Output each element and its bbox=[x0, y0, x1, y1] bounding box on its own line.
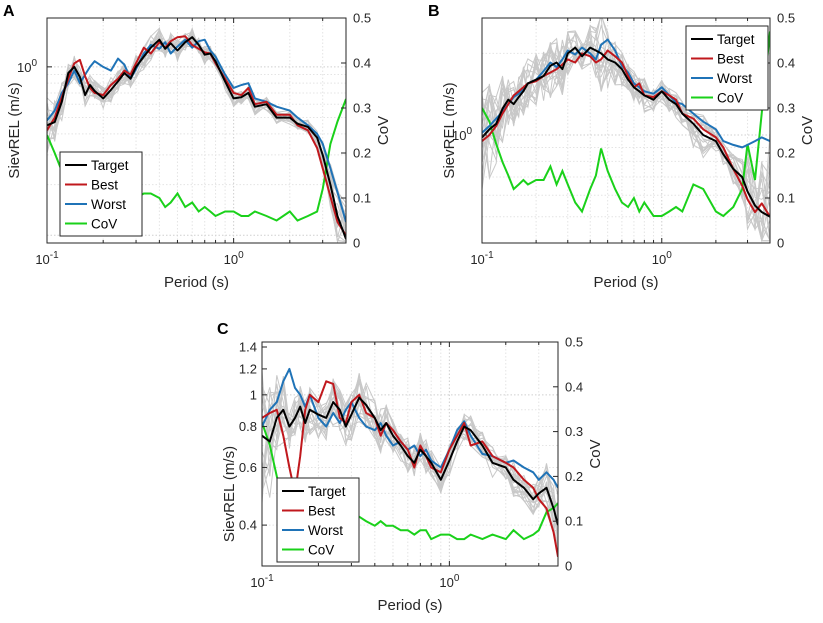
series-best-line bbox=[482, 49, 770, 218]
panel-letter: A bbox=[3, 3, 15, 20]
series-target-line bbox=[482, 46, 770, 218]
legend-label-worst: Worst bbox=[91, 197, 126, 212]
y2-axis-label: CoV bbox=[587, 439, 604, 468]
legend: Target Best Worst CoV bbox=[276, 477, 360, 563]
y2-tick-label: 0.5 bbox=[777, 11, 795, 26]
legend-label-best: Best bbox=[717, 52, 744, 67]
y2-tick-label: 0.3 bbox=[565, 424, 583, 439]
ensemble-curve bbox=[47, 31, 346, 225]
legend-label-best: Best bbox=[308, 504, 335, 519]
legend-label-worst: Worst bbox=[717, 71, 752, 86]
y2-tick-label: 0.4 bbox=[777, 56, 795, 71]
legend-label-cov: CoV bbox=[308, 543, 334, 558]
panel-letter: B bbox=[428, 3, 440, 20]
y2-tick-label: 0.2 bbox=[777, 146, 795, 161]
legend-label-target: Target bbox=[308, 484, 346, 499]
ensemble-curve bbox=[482, 31, 770, 230]
y2-tick-label: 0.2 bbox=[353, 146, 371, 161]
panel-C: C 10-1 100 0.4 0.6 0.8 1 1.2 1.4 0 0.1 0.2 0.3 0.4 0.5… bbox=[217, 321, 604, 614]
x-tick-label: 100 bbox=[439, 573, 459, 590]
x-axis-label: Period (s) bbox=[164, 274, 229, 291]
legend-label-best: Best bbox=[91, 178, 118, 193]
y-tick-label: 1.4 bbox=[239, 339, 257, 354]
y2-tick-label: 0.5 bbox=[353, 11, 371, 26]
panel-A: A 10-1 100 100 0 0.1 0.2 0.3 0.4 0.5 Period (s) Sie… bbox=[3, 3, 392, 291]
y-tick-label: 0.4 bbox=[239, 518, 257, 533]
y2-tick-label: 0.1 bbox=[353, 191, 371, 206]
x-tick-label: 100 bbox=[224, 250, 244, 267]
series-target-line bbox=[47, 36, 346, 240]
plot-area bbox=[482, 18, 770, 243]
y2-tick-label: 0.3 bbox=[353, 101, 371, 116]
y-tick-label: 100 bbox=[17, 58, 37, 75]
tick-marks bbox=[46, 17, 347, 244]
legend-label-target: Target bbox=[717, 32, 755, 47]
axes-box bbox=[46, 17, 347, 244]
x-axis-label: Period (s) bbox=[593, 274, 658, 291]
y2-tick-label: 0.1 bbox=[565, 514, 583, 529]
y2-tick-label: 0.2 bbox=[565, 469, 583, 484]
y-tick-label: 0.6 bbox=[239, 460, 257, 475]
y-axis-label: SievREL (m/s) bbox=[6, 82, 23, 178]
legend-label-target: Target bbox=[91, 158, 129, 173]
legend-box bbox=[276, 477, 360, 563]
y-axis-label: SievREL (m/s) bbox=[441, 82, 458, 178]
y-axis-label: SievREL (m/s) bbox=[221, 446, 238, 542]
series-worst-line bbox=[47, 38, 346, 223]
plot-area bbox=[262, 367, 558, 557]
panel-B: B 10-1 100 100 0 0.1 0.2 0.3 0.4 0.5 Period (s) Sie… bbox=[428, 3, 816, 291]
axes-box bbox=[481, 17, 771, 244]
y2-tick-label: 0.1 bbox=[777, 191, 795, 206]
y2-tick-label: 0.4 bbox=[353, 56, 371, 71]
y2-axis-label: CoV bbox=[375, 116, 392, 145]
series-target-line bbox=[262, 396, 558, 526]
y-tick-label: 1 bbox=[250, 387, 257, 402]
legend-label-cov: CoV bbox=[717, 91, 743, 106]
legend: Target Best Worst CoV bbox=[685, 25, 769, 111]
tick-marks bbox=[261, 341, 558, 567]
y2-tick-label: 0.5 bbox=[565, 335, 583, 350]
x-tick-label: 10-1 bbox=[470, 250, 494, 267]
y2-tick-label: 0.4 bbox=[565, 379, 583, 394]
y2-tick-label: 0.3 bbox=[777, 101, 795, 116]
y2-tick-label: 0 bbox=[777, 236, 784, 251]
x-axis-label: Period (s) bbox=[377, 597, 442, 614]
legend: Target Best Worst CoV bbox=[59, 151, 143, 237]
y2-tick-label: 0 bbox=[353, 236, 360, 251]
plot-area bbox=[47, 26, 346, 243]
series-cov-line bbox=[482, 31, 770, 218]
y-tick-label: 100 bbox=[452, 126, 472, 143]
legend-label-cov: CoV bbox=[91, 217, 117, 232]
y2-axis-label: CoV bbox=[799, 116, 816, 145]
x-tick-label: 10-1 bbox=[35, 250, 59, 267]
panel-letter: C bbox=[217, 321, 229, 338]
y-tick-label: 0.8 bbox=[239, 419, 257, 434]
series-worst-line bbox=[482, 38, 770, 149]
y2-tick-label: 0 bbox=[565, 559, 572, 574]
y-tick-label: 1.2 bbox=[239, 361, 257, 376]
gridlines bbox=[481, 18, 771, 244]
x-tick-label: 10-1 bbox=[250, 573, 274, 590]
legend-label-worst: Worst bbox=[308, 523, 343, 538]
axes-box bbox=[261, 341, 559, 567]
x-tick-label: 100 bbox=[652, 250, 672, 267]
tick-marks bbox=[481, 17, 771, 244]
